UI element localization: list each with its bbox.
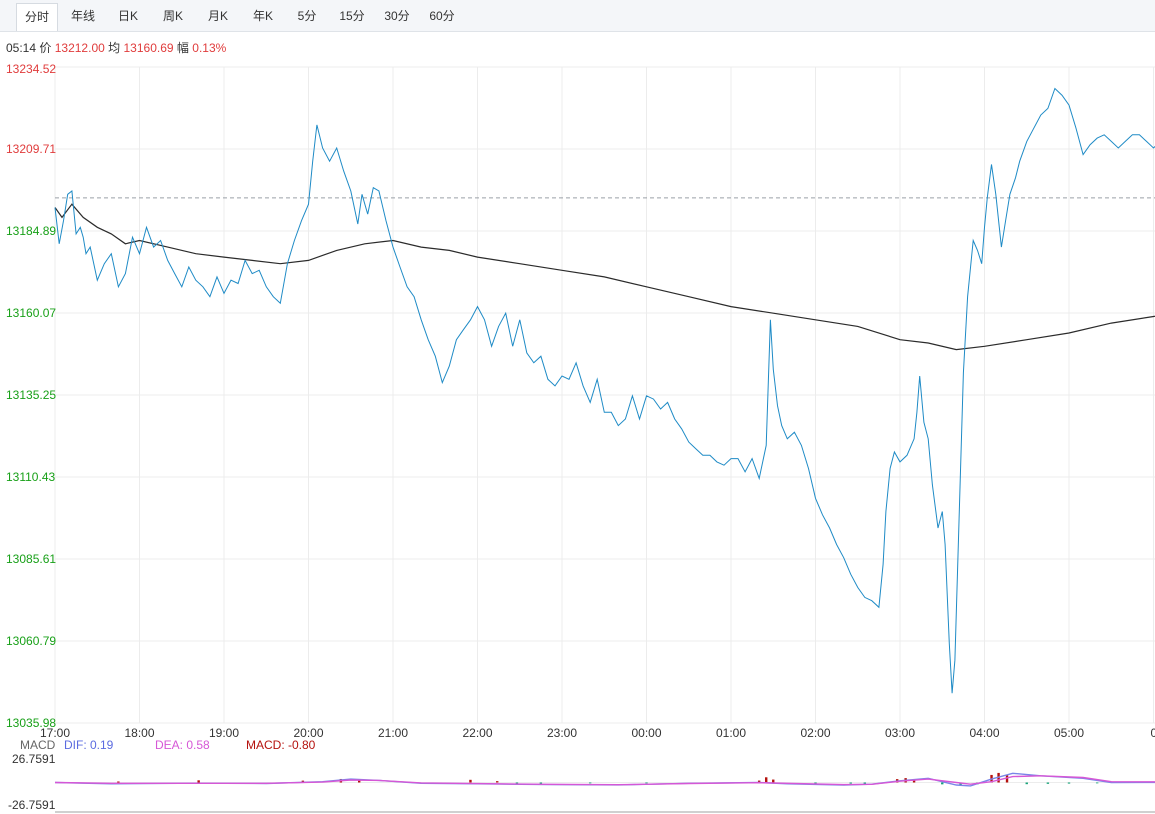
time-tick-label: 18:00 bbox=[124, 726, 154, 740]
macd-histogram-bar bbox=[469, 779, 472, 783]
price-tick-label: 13035.98 bbox=[6, 716, 56, 730]
time-tick-label: 20:00 bbox=[293, 726, 323, 740]
info-change-value: 0.13% bbox=[192, 41, 227, 55]
price-tick-label: 13160.07 bbox=[6, 306, 56, 320]
tab-year-line[interactable]: 年线 bbox=[70, 9, 95, 23]
price-tick-label: 13135.25 bbox=[6, 388, 56, 402]
macd-histogram-bar bbox=[757, 780, 761, 783]
tab-yearly-k[interactable]: 年K bbox=[252, 9, 273, 23]
tab-15min[interactable]: 15分 bbox=[339, 9, 365, 23]
tab-5min[interactable]: 5分 bbox=[297, 9, 317, 23]
price-tick-label: 13234.52 bbox=[6, 62, 56, 76]
price-tick-label: 13209.71 bbox=[6, 142, 56, 156]
price-info-bar: 05:14 价 13212.00 均 13160.69 幅 0.13% bbox=[6, 39, 226, 56]
time-tick-label: 00:00 bbox=[631, 726, 661, 740]
info-price-value: 13212.00 bbox=[54, 41, 105, 55]
macd-histogram-bar bbox=[1095, 782, 1099, 784]
macd-histogram-bar bbox=[1046, 782, 1050, 784]
macd-legend-dif: DIF: 0.19 bbox=[64, 738, 114, 752]
tab-intraday[interactable]: 分时 bbox=[16, 3, 58, 31]
tab-daily-k[interactable]: 日K bbox=[117, 9, 138, 23]
time-tick-label: 01:00 bbox=[716, 726, 746, 740]
macd-histogram-bar bbox=[358, 779, 361, 783]
price-tick-label: 13085.61 bbox=[6, 552, 56, 566]
tab-monthly-k[interactable]: 月K bbox=[207, 9, 228, 23]
macd-histogram-bar bbox=[515, 782, 519, 784]
time-axis-labels: 17:00 18:00 19:00 20:00 21:00 22:00 23:00 00:00… bbox=[40, 726, 1155, 740]
macd-histogram-bar bbox=[588, 782, 592, 784]
info-avg-value: 13160.69 bbox=[123, 41, 174, 55]
macd-axis-labels: 26.7591 -26.7591 bbox=[8, 752, 56, 812]
macd-histogram-bar bbox=[539, 782, 543, 784]
average-price-line bbox=[54, 203, 1155, 351]
time-tick-label: 17:00 bbox=[40, 726, 70, 740]
chart-grid bbox=[54, 66, 1155, 813]
period-tabs: 分时 年线 日K 周K 月K 年K 5分 15分 30分 60分 bbox=[0, 0, 1155, 32]
macd-histogram-bar bbox=[117, 781, 120, 783]
macd-histogram-bar bbox=[863, 782, 866, 784]
price-line bbox=[54, 87, 1155, 694]
time-tick-label: 19:00 bbox=[209, 726, 239, 740]
time-tick-label: 09: bbox=[1151, 726, 1155, 740]
tab-weekly-k[interactable]: 周K bbox=[162, 9, 183, 23]
info-change-label: 幅 bbox=[176, 41, 189, 55]
macd-histogram-bar bbox=[1025, 782, 1028, 785]
macd-histogram-bar bbox=[645, 782, 648, 784]
price-tick-label: 13060.79 bbox=[6, 634, 56, 648]
time-tick-label: 05:00 bbox=[1054, 726, 1084, 740]
macd-legend-macd: MACD: -0.80 bbox=[246, 738, 316, 752]
macd-histogram-bar bbox=[765, 777, 768, 783]
price-axis-labels: 13234.52 13209.71 13184.89 13160.07 13135.25… bbox=[6, 62, 56, 730]
macd-histogram-bar bbox=[772, 779, 775, 783]
macd-histogram-bar bbox=[197, 780, 200, 783]
info-price-label: 价 bbox=[39, 41, 52, 55]
info-time: 05:14 bbox=[6, 41, 37, 55]
macd-histogram-bar bbox=[496, 781, 499, 783]
time-tick-label: 04:00 bbox=[969, 726, 999, 740]
macd-legend-dea: DEA: 0.58 bbox=[155, 738, 210, 752]
info-avg-label: 均 bbox=[108, 41, 121, 55]
macd-legend-title: MACD bbox=[20, 738, 56, 752]
tab-30min[interactable]: 30分 bbox=[384, 9, 410, 23]
time-tick-label: 02:00 bbox=[800, 726, 830, 740]
macd-histogram-bar bbox=[1067, 782, 1071, 784]
price-tick-label: 13110.43 bbox=[6, 470, 55, 484]
macd-histogram-bar bbox=[1005, 775, 1009, 783]
macd-histogram-bar bbox=[912, 779, 916, 783]
macd-histogram-bar bbox=[959, 782, 962, 786]
time-tick-label: 22:00 bbox=[462, 726, 492, 740]
macd-histogram-bar bbox=[941, 782, 944, 785]
macd-tick-label: -26.7591 bbox=[8, 798, 56, 812]
macd-histogram-bar bbox=[301, 780, 305, 783]
dea-line bbox=[54, 775, 1155, 786]
tab-60min[interactable]: 60分 bbox=[429, 9, 455, 23]
time-tick-label: 03:00 bbox=[885, 726, 915, 740]
time-tick-label: 23:00 bbox=[547, 726, 577, 740]
macd-histogram-bar bbox=[849, 782, 852, 784]
macd-histogram-bar bbox=[814, 782, 817, 784]
macd-tick-label: 26.7591 bbox=[12, 752, 56, 766]
time-tick-label: 21:00 bbox=[378, 726, 408, 740]
price-tick-label: 13184.89 bbox=[6, 224, 56, 238]
